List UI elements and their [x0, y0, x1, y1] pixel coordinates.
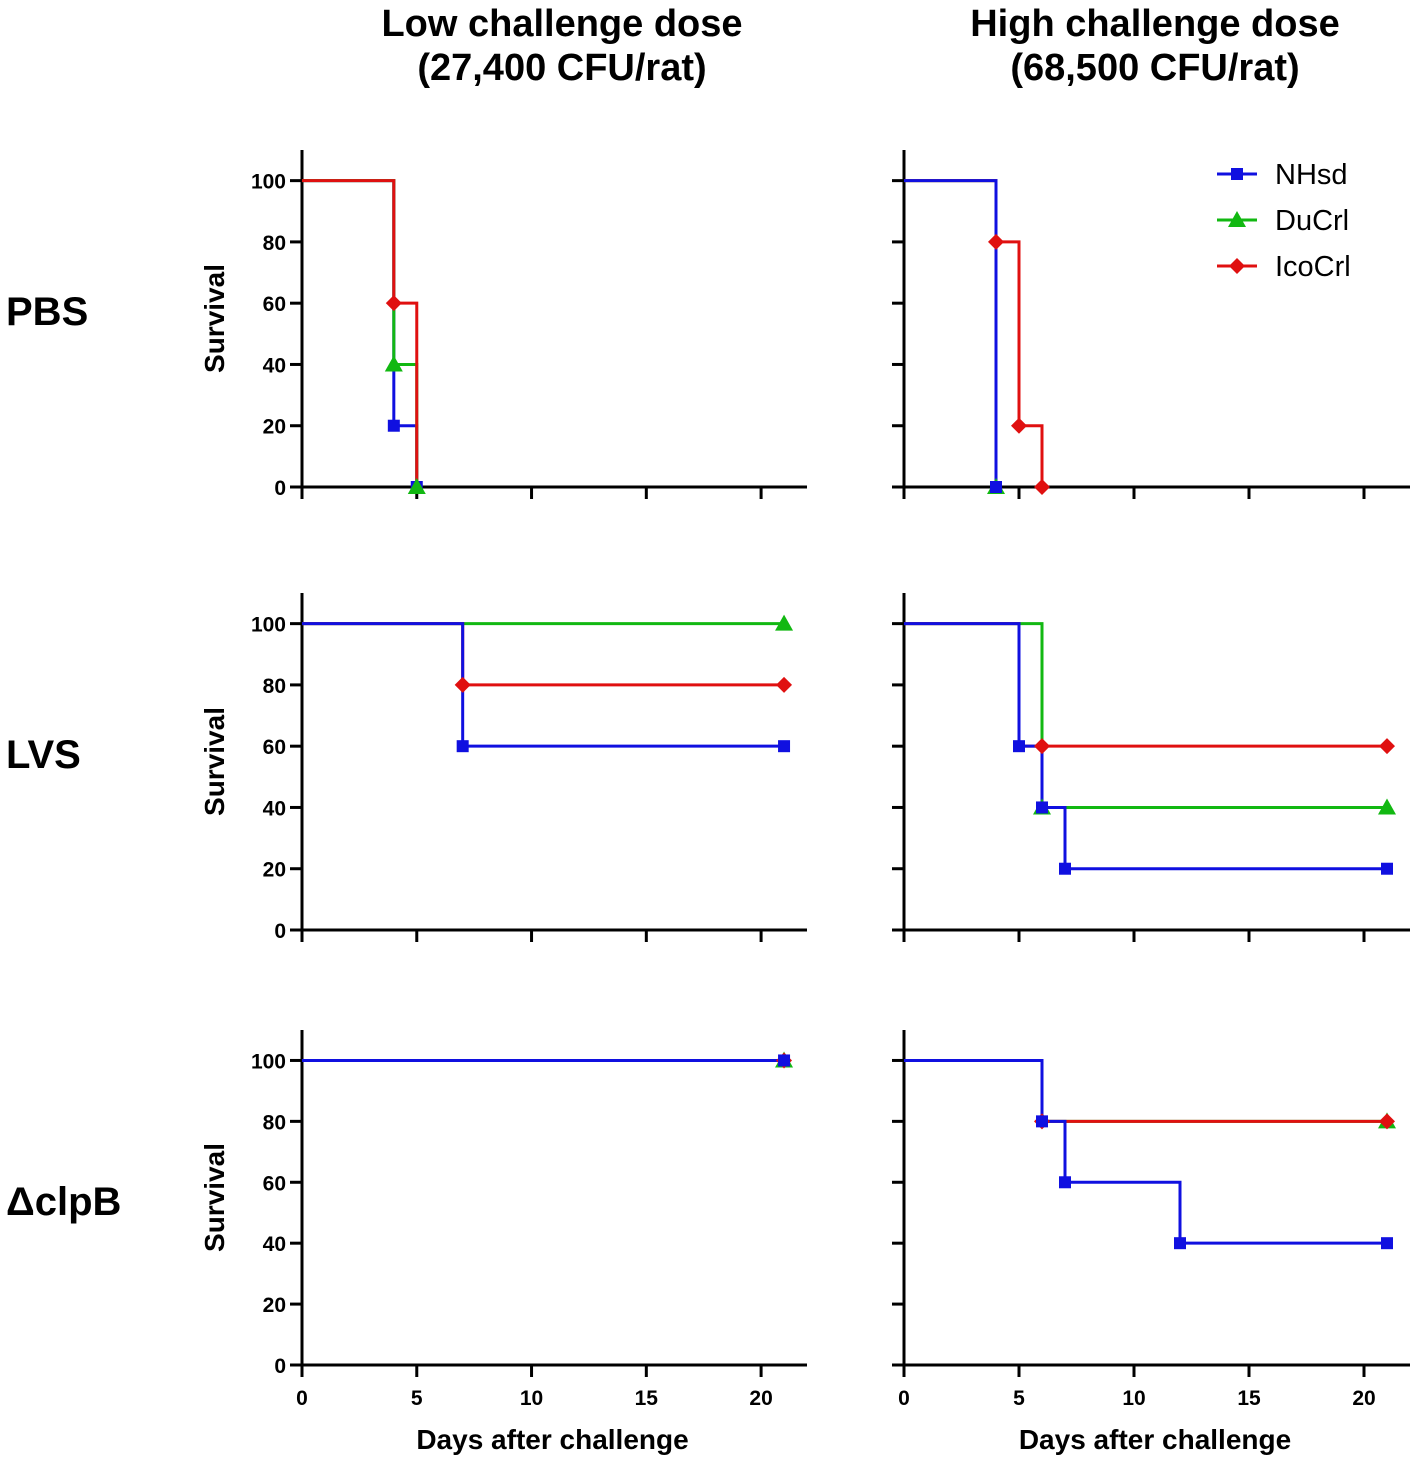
series-line-icocrl	[904, 179, 1044, 487]
series-line-nhsd	[904, 1058, 1387, 1245]
row-label-pbs: PBS	[6, 290, 89, 334]
series-line-icocrl	[302, 622, 785, 687]
chart-pbs-high	[892, 150, 1410, 499]
data-point-square	[1036, 801, 1048, 814]
y-tick-label: 20	[263, 416, 286, 439]
legend-label-icocrl: IcoCrl	[1275, 251, 1351, 283]
x-tick-label: 5	[411, 1387, 423, 1410]
data-point-diamond	[988, 233, 1004, 250]
legend: NHsd DuCrl IcoCrl	[1217, 159, 1351, 283]
data-point-square	[990, 481, 1002, 493]
column-title-high-dose: High challenge dose (68,500 CFU/rat)	[855, 2, 1418, 90]
column-title-low-dose: Low challenge dose (27,400 CFU/rat)	[262, 2, 862, 90]
y-tick-label: 100	[251, 171, 286, 194]
data-point-diamond	[1011, 417, 1027, 434]
data-point-square	[1381, 1237, 1393, 1250]
chart-lvs-low: 0 20 40 60 80 100 Survival	[199, 593, 807, 943]
data-point-triangle	[1378, 798, 1396, 815]
y-tick-label: 40	[263, 1233, 286, 1256]
column-title-line1: Low challenge dose	[381, 3, 743, 45]
data-point-diamond	[385, 295, 402, 312]
legend-label-ducrl: DuCrl	[1275, 205, 1349, 237]
series-line-icocrl	[904, 1058, 1387, 1123]
y-tick-label: 0	[274, 920, 286, 943]
y-tick-label: 60	[263, 736, 286, 759]
y-tick-label: 20	[263, 859, 286, 882]
legend-item-icocrl: IcoCrl	[1217, 251, 1351, 283]
data-point-triangle	[384, 355, 403, 372]
series-line-ducrl	[302, 179, 419, 487]
series-line-nhsd	[904, 622, 1387, 871]
y-tick-label: 60	[263, 293, 286, 316]
x-tick-label: 10	[1122, 1387, 1145, 1410]
data-point-triangle	[775, 614, 794, 631]
y-tick-label: 100	[251, 614, 286, 637]
y-tick-label: 20	[263, 1294, 286, 1317]
data-point-diamond	[1379, 738, 1395, 755]
x-tick-label: 0	[898, 1387, 910, 1410]
chart-lvs-high	[892, 593, 1410, 942]
y-axis-title: Survival	[199, 707, 230, 816]
x-tick-label: 0	[296, 1387, 308, 1410]
data-point-square	[1174, 1237, 1186, 1250]
series-line-icocrl	[302, 179, 419, 487]
data-point-triangle	[407, 478, 426, 494]
data-point-square	[1036, 1115, 1048, 1128]
y-axis-title: Survival	[199, 1143, 230, 1252]
data-point-square	[1059, 862, 1071, 875]
chart-clpb-low: 0 20 40 60 80 100 0 5 10 15 20 Survival Days after c…	[199, 1030, 807, 1455]
x-axis-title: Days after challenge	[416, 1424, 688, 1455]
data-point-square	[1013, 740, 1025, 753]
x-tick-label: 15	[635, 1387, 659, 1410]
series-line-ducrl	[904, 179, 998, 487]
legend-diamond-marker	[1229, 258, 1245, 274]
x-tick-label: 20	[749, 1387, 772, 1410]
column-title-line2: (27,400 CFU/rat)	[417, 47, 707, 89]
y-tick-label: 80	[263, 232, 286, 255]
data-point-square	[778, 1054, 791, 1067]
x-axis-title: Days after challenge	[1019, 1424, 1291, 1455]
y-tick-label: 0	[274, 477, 286, 500]
legend-square-marker	[1231, 168, 1243, 180]
series-line-ducrl	[904, 1058, 1387, 1123]
x-tick-label: 10	[520, 1387, 543, 1410]
data-point-diamond	[454, 676, 471, 693]
series-line-icocrl	[904, 622, 1387, 748]
y-tick-label: 100	[251, 1050, 286, 1073]
legend-item-nhsd: NHsd	[1217, 159, 1348, 191]
y-tick-label: 40	[263, 797, 286, 820]
column-title-line1: High challenge dose	[970, 3, 1340, 45]
y-tick-label: 40	[263, 354, 286, 377]
data-point-square	[1381, 862, 1393, 875]
chart-clpb-high: 0 5 10 15 20 Days after challenge	[892, 1030, 1410, 1455]
row-label-clpb: ΔclpB	[6, 1180, 122, 1224]
data-point-diamond	[1034, 738, 1050, 755]
y-tick-label: 80	[263, 675, 286, 698]
x-tick-label: 15	[1237, 1387, 1261, 1410]
row-label-lvs: LVS	[6, 733, 81, 777]
data-point-square	[778, 740, 791, 753]
y-tick-label: 80	[263, 1111, 286, 1134]
x-tick-label: 20	[1352, 1387, 1375, 1410]
data-point-square	[1059, 1176, 1071, 1189]
column-title-line2: (68,500 CFU/rat)	[1010, 47, 1300, 89]
legend-triangle-marker	[1228, 211, 1246, 227]
chart-pbs-low: 0 20 40 60 80 100 Survival	[199, 150, 807, 500]
data-point-square	[456, 740, 469, 753]
x-tick-label: 5	[1013, 1387, 1025, 1410]
data-point-diamond	[776, 676, 793, 693]
series-line-ducrl	[904, 622, 1387, 809]
y-axis-title: Survival	[199, 264, 230, 373]
legend-label-nhsd: NHsd	[1275, 159, 1348, 191]
series-line-nhsd	[904, 179, 998, 487]
y-tick-label: 60	[263, 1172, 286, 1195]
data-point-square	[387, 419, 400, 432]
y-tick-label: 0	[274, 1355, 286, 1378]
data-point-diamond	[1379, 1113, 1395, 1130]
legend-item-ducrl: DuCrl	[1217, 205, 1349, 237]
series-line-nhsd	[302, 179, 419, 487]
data-point-diamond	[1034, 479, 1050, 495]
